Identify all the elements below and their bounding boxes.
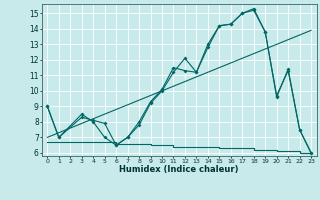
X-axis label: Humidex (Indice chaleur): Humidex (Indice chaleur) — [119, 165, 239, 174]
